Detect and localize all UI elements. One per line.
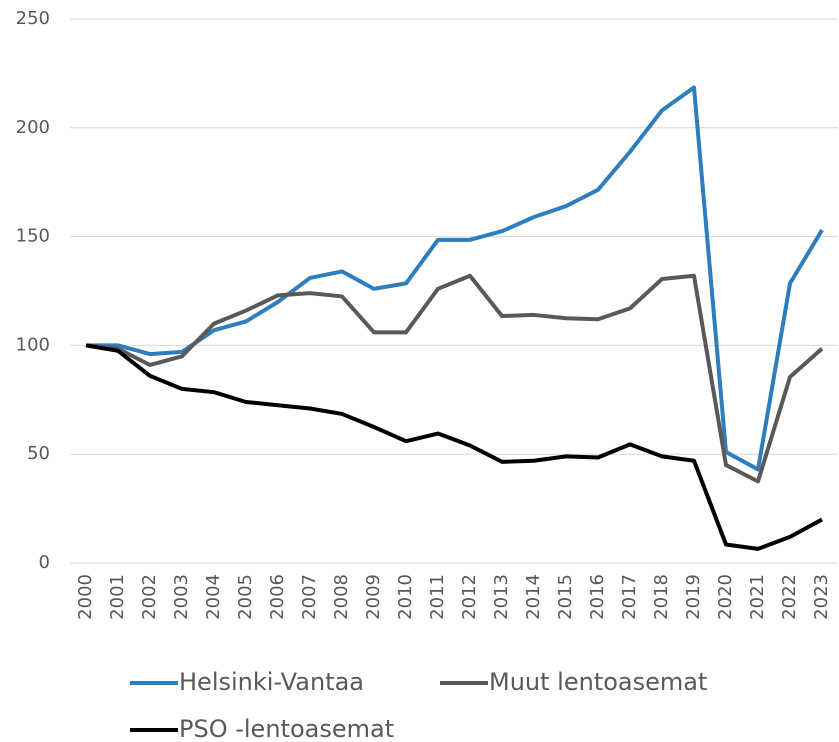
x-tick-label: 2019 [683, 574, 704, 620]
x-tick-label: 2003 [171, 574, 192, 620]
legend: Helsinki-Vantaa Muut lentoasemat PSO -lent… [130, 668, 707, 742]
x-tick-label: 2004 [203, 574, 224, 620]
x-tick-label: 2020 [715, 574, 736, 620]
x-tick-label: 2006 [267, 574, 288, 620]
x-tick-label: 2018 [651, 574, 672, 620]
legend-label: Muut lentoasemat [489, 668, 707, 696]
x-tick-label: 2013 [491, 574, 512, 620]
x-tick-label: 2008 [331, 574, 352, 620]
legend-label: PSO -lentoasemat [179, 715, 394, 742]
x-tick-label: 2007 [299, 574, 320, 620]
y-tick-label: 200 [16, 117, 50, 138]
y-tick-label: 100 [16, 334, 50, 355]
x-tick-label: 2022 [779, 574, 800, 620]
x-tick-label: 2017 [619, 574, 640, 620]
x-tick-label: 2005 [235, 574, 256, 620]
x-tick-label: 2001 [107, 574, 128, 620]
y-tick-label: 50 [27, 443, 50, 464]
series-line [86, 85, 824, 472]
x-tick-label: 2015 [555, 574, 576, 620]
series-line [85, 273, 824, 484]
y-tick-label: 0 [39, 552, 50, 573]
x-tick-label: 2012 [459, 574, 480, 620]
series-line [85, 343, 823, 551]
x-tick-label: 2011 [427, 574, 448, 620]
x-tick-label: 2002 [139, 574, 160, 620]
y-tick-label: 150 [16, 226, 50, 247]
x-tick-label: 2021 [747, 574, 768, 620]
x-tick-label: 2023 [811, 574, 832, 620]
x-tick-label: 2010 [395, 574, 416, 620]
x-tick-label: 2014 [523, 574, 544, 620]
x-tick-label: 2016 [587, 574, 608, 620]
x-tick-label: 2009 [363, 574, 384, 620]
x-tick-label: 2000 [75, 574, 96, 620]
legend-label: Helsinki-Vantaa [179, 668, 364, 696]
y-tick-label: 250 [16, 8, 50, 29]
